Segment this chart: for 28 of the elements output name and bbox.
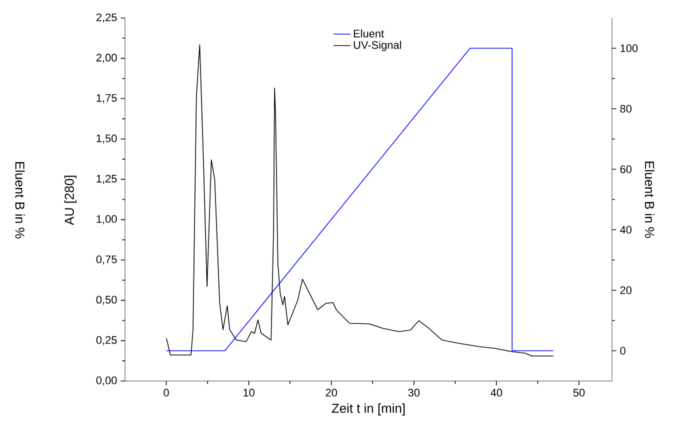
x-tick-label: 30 [408, 388, 420, 397]
x-tick-label: 20 [326, 388, 338, 397]
y2-tick-label: 100 [620, 44, 638, 52]
y-tick-label: 0,00 [96, 376, 117, 386]
y2-tick-label: 20 [620, 286, 632, 294]
y-tick-label: 0,50 [96, 296, 117, 305]
y-axis-title: AU [280] [64, 176, 76, 226]
x-tick-label: 40 [490, 388, 502, 397]
y2-tick-label: 40 [620, 226, 632, 234]
x-tick-label: 0 [164, 388, 169, 397]
y-tick-label: 1,50 [96, 134, 117, 144]
legend-label: UV-Signal [354, 40, 402, 52]
y2-tick-label: 80 [620, 104, 632, 113]
y-tick-label: 0,25 [96, 336, 117, 346]
y-tick-label: 2,00 [96, 54, 117, 63]
x-axis-title: Zeit t in [min] [332, 403, 405, 416]
x-tick-label: 10 [244, 388, 254, 397]
y2-tick-label: 60 [620, 165, 632, 174]
y-tick-label: 0,75 [96, 255, 117, 265]
y2-axis-title: Eluent B in % [644, 162, 654, 238]
y-tick-label: 1,00 [96, 215, 117, 224]
text: Eluent B in % [15, 162, 25, 238]
y-tick-label: 2,25 [96, 13, 117, 23]
x-tick-label: 50 [573, 388, 585, 397]
y-tick-label: 1,25 [96, 174, 117, 184]
y2-tick-label: 0 [620, 346, 626, 355]
y-tick-label: 1,75 [96, 94, 117, 104]
legend-label: Eluent [354, 29, 384, 38]
